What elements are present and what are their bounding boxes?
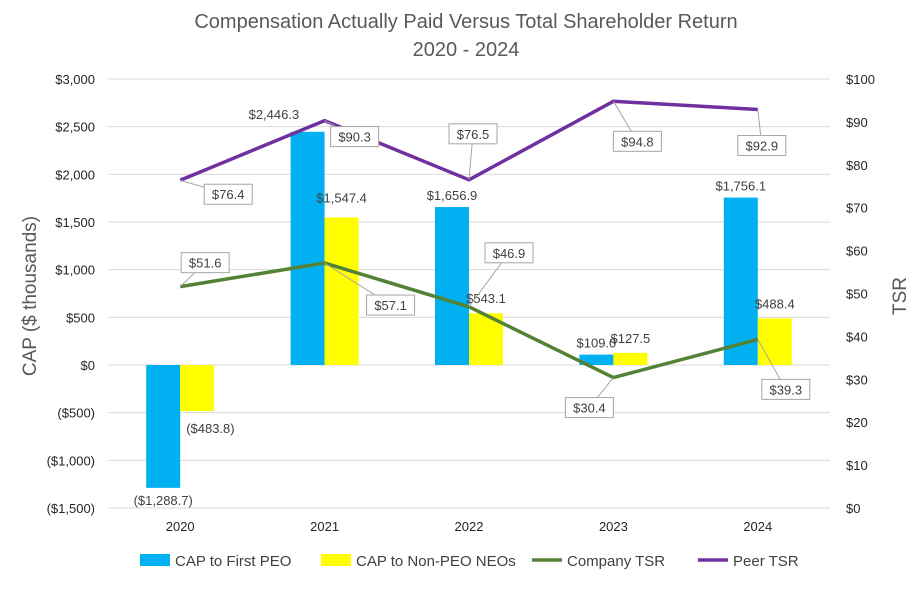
chart-title: Compensation Actually Paid Versus Total … bbox=[194, 11, 737, 33]
callout-box bbox=[180, 252, 230, 274]
secondary-y-axis-tick-labels: $100 $90 $80 $70 $60 $50 $40 $30 $20 $10 $0 bbox=[846, 72, 875, 516]
y2-tick-label: $0 bbox=[846, 501, 860, 516]
x-tick-label: 2022 bbox=[455, 519, 484, 534]
callout-box bbox=[612, 130, 662, 152]
x-tick-label: 2023 bbox=[599, 519, 628, 534]
y2-tick-label: $90 bbox=[846, 115, 868, 130]
line-data-label: $76.4 bbox=[212, 187, 245, 202]
line-data-label: $76.5 bbox=[457, 127, 490, 142]
line-data-label: $57.1 bbox=[374, 298, 407, 313]
bar bbox=[613, 352, 648, 365]
y-tick-label: $1,500 bbox=[55, 215, 95, 230]
y-tick-label: $2,000 bbox=[55, 167, 95, 182]
callout-box bbox=[484, 242, 534, 264]
y-tick-label: ($1,500) bbox=[47, 501, 95, 516]
legend-label: Company TSR bbox=[567, 553, 665, 570]
y2-tick-label: $40 bbox=[846, 329, 868, 344]
legend-label: CAP to Non-PEO NEOs bbox=[356, 553, 516, 570]
chart-subtitle: 2020 - 2024 bbox=[413, 39, 520, 61]
callout-box bbox=[330, 126, 380, 148]
x-axis-tick-labels: 2020 2021 2022 2023 2024 bbox=[166, 519, 773, 534]
bar bbox=[146, 365, 181, 488]
callout-box bbox=[761, 378, 811, 400]
callout-box bbox=[564, 397, 614, 419]
y2-tick-label: $30 bbox=[846, 372, 868, 387]
line-data-label: $90.3 bbox=[338, 130, 371, 145]
y-axis-tick-labels: $3,000 $2,500 $2,000 $1,500 $1,000 $500 $0 ($50… bbox=[47, 72, 95, 516]
bar-data-label: $109.0 bbox=[577, 336, 617, 351]
x-tick-label: 2024 bbox=[743, 519, 772, 534]
x-tick-label: 2020 bbox=[166, 519, 195, 534]
bar bbox=[723, 197, 758, 365]
line-data-label: $46.9 bbox=[493, 246, 526, 261]
y2-tick-label: $80 bbox=[846, 158, 868, 173]
y-tick-label: ($1,000) bbox=[47, 453, 95, 468]
bar bbox=[435, 207, 469, 365]
line-data-label: $39.3 bbox=[770, 382, 803, 397]
legend: CAP to First PEO CAP to Non-PEO NEOs Compa… bbox=[140, 553, 799, 570]
x-tick-label: 2021 bbox=[310, 519, 339, 534]
y-tick-label: $1,000 bbox=[55, 263, 95, 278]
line-data-label: $30.4 bbox=[573, 401, 606, 416]
secondary-y-axis-title: TSR bbox=[890, 277, 911, 315]
y2-tick-label: $70 bbox=[846, 201, 868, 216]
callout-box bbox=[737, 134, 787, 156]
legend-label: CAP to First PEO bbox=[175, 553, 291, 570]
bar-data-label: $127.5 bbox=[611, 331, 651, 346]
callout-box bbox=[448, 123, 498, 145]
legend-label: Peer TSR bbox=[733, 553, 799, 570]
callout-box bbox=[203, 183, 253, 205]
y-tick-label: $0 bbox=[81, 358, 95, 373]
bar-data-label: $1,756.1 bbox=[715, 179, 766, 194]
bar-data-label: ($483.8) bbox=[186, 421, 234, 436]
y2-tick-label: $10 bbox=[846, 458, 868, 473]
bar-data-label: $2,446.3 bbox=[249, 107, 300, 122]
bar-data-label: $488.4 bbox=[755, 296, 795, 311]
bar bbox=[757, 318, 792, 365]
line-data-label: $94.8 bbox=[621, 134, 654, 149]
bar-data-label: $1,547.4 bbox=[316, 190, 367, 205]
bar-data-label: $543.1 bbox=[466, 291, 506, 306]
bar-data-label: $1,656.9 bbox=[427, 188, 478, 203]
y-axis-title: CAP ($ thousands) bbox=[20, 216, 41, 376]
callout-box bbox=[366, 294, 416, 316]
bar bbox=[579, 354, 614, 365]
data-labels: ($1,288.7) $2,446.3 $1,656.9 $109.0 $1,756.1… bbox=[134, 101, 811, 508]
bar bbox=[324, 217, 359, 365]
legend-swatch bbox=[140, 554, 170, 566]
legend-swatch bbox=[321, 554, 351, 566]
bar bbox=[180, 365, 215, 412]
line-data-label: $92.9 bbox=[746, 138, 779, 153]
y-tick-label: ($500) bbox=[57, 406, 95, 421]
y2-tick-label: $100 bbox=[846, 72, 875, 87]
y-tick-label: $500 bbox=[66, 310, 95, 325]
y2-tick-label: $50 bbox=[846, 287, 868, 302]
bar-data-label: ($1,288.7) bbox=[134, 493, 193, 508]
y-tick-label: $2,500 bbox=[55, 120, 95, 135]
y2-tick-label: $60 bbox=[846, 244, 868, 259]
y2-tick-label: $20 bbox=[846, 415, 868, 430]
bar-series bbox=[146, 131, 792, 488]
bar bbox=[290, 131, 325, 365]
line-data-label: $51.6 bbox=[189, 256, 222, 271]
y-tick-label: $3,000 bbox=[55, 72, 95, 87]
